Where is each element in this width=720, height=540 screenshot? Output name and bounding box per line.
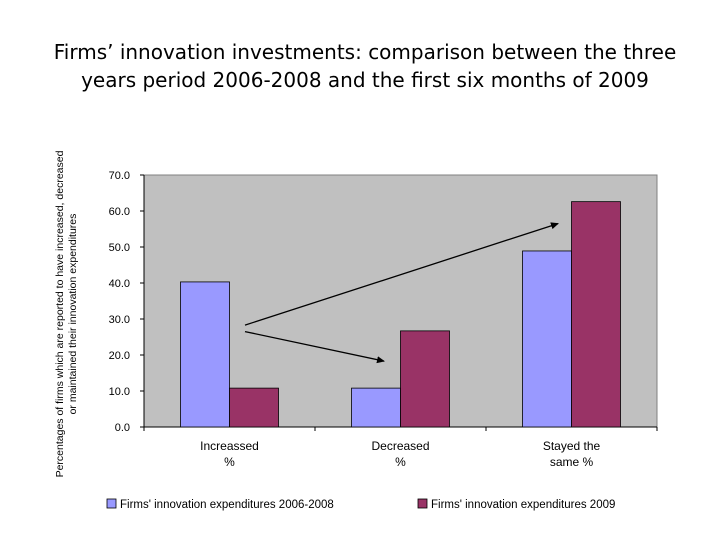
x-tick-label: Increassed% xyxy=(200,439,259,469)
x-tick-label: Stayed the same % xyxy=(543,439,601,469)
y-tick-label: 20.0 xyxy=(109,350,130,362)
bar-series1-1 xyxy=(180,281,230,428)
bar-series2-1 xyxy=(229,387,279,428)
bar-series1-3 xyxy=(522,250,572,428)
bar-series1-2 xyxy=(351,387,401,428)
legend-swatch-1 xyxy=(106,498,117,509)
y-tick-label: 10.0 xyxy=(109,386,130,398)
y-tick-label: 70.0 xyxy=(109,170,130,182)
y-tick-label: 0.0 xyxy=(115,422,130,434)
arrow-to-decreased xyxy=(244,330,385,364)
y-tick-label: 60.0 xyxy=(109,206,130,218)
x-tick-label: Decreased% xyxy=(371,439,429,469)
y-tick-label: 40.0 xyxy=(109,278,130,290)
bar-series2-2 xyxy=(400,330,450,428)
legend-label-1: Firms' innovation expenditures 2006-2008 xyxy=(120,499,334,511)
bar-series2-3 xyxy=(571,201,621,428)
y-tick-label: 30.0 xyxy=(109,314,130,326)
slide-title: Firms’ innovation investments: compariso… xyxy=(53,40,677,92)
arrow-to-stayed xyxy=(244,222,559,326)
y-tick-label: 50.0 xyxy=(109,242,130,254)
legend-label-2: Firms' innovation expenditures 2009 xyxy=(431,499,615,511)
legend-swatch-2 xyxy=(417,498,428,509)
